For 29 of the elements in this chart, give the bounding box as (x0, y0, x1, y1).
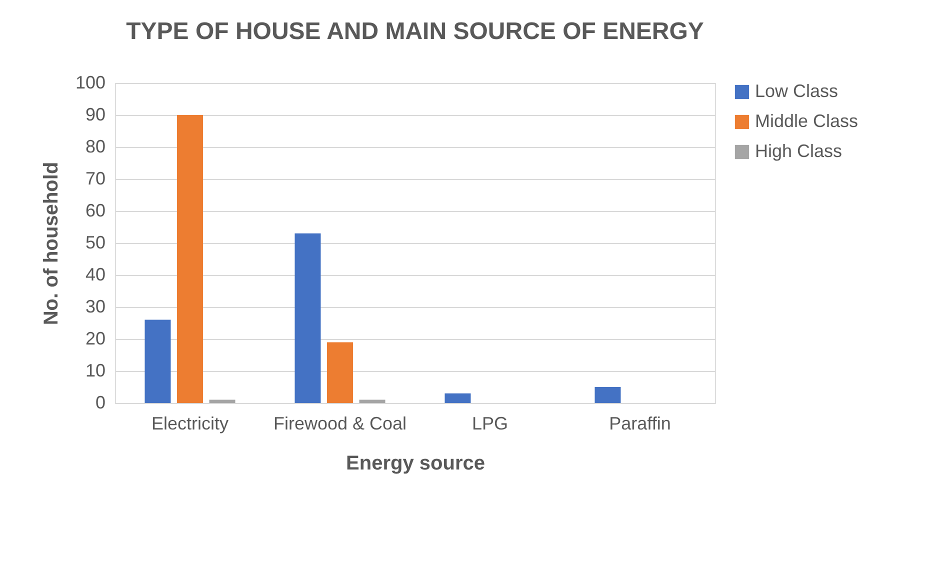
y-tick-label: 0 (95, 392, 106, 412)
legend-label: Low Class (755, 81, 838, 101)
legend-label: High Class (755, 141, 842, 161)
y-tick-label: 10 (85, 360, 106, 380)
y-tick-label: 20 (85, 328, 106, 348)
bar (177, 115, 203, 403)
bar (294, 233, 321, 403)
x-axis-title: Energy source (346, 452, 485, 474)
bar (327, 342, 353, 403)
y-tick-label: 90 (85, 104, 106, 124)
y-tick-label: 50 (85, 232, 106, 252)
bar (359, 400, 386, 403)
y-tick-label: 40 (85, 264, 106, 284)
x-tick-label: Paraffin (609, 414, 671, 434)
y-tick-label: 100 (75, 72, 106, 92)
bar (144, 320, 171, 403)
y-tick-label: 30 (85, 296, 106, 316)
x-tick-label: Firewood & Coal (273, 414, 407, 434)
y-tick-label: 60 (85, 200, 106, 220)
y-tick-label: 80 (85, 136, 106, 156)
chart-title: TYPE OF HOUSE AND MAIN SOURCE OF ENERGY (126, 18, 704, 45)
bar (444, 393, 471, 403)
x-tick-label: LPG (472, 414, 508, 434)
legend-label: Middle Class (755, 111, 858, 131)
bar (594, 387, 621, 403)
x-tick-label: Electricity (151, 414, 229, 434)
y-axis-title: No. of household (40, 162, 62, 326)
y-tick-label: 70 (85, 168, 106, 188)
bar (209, 400, 236, 403)
